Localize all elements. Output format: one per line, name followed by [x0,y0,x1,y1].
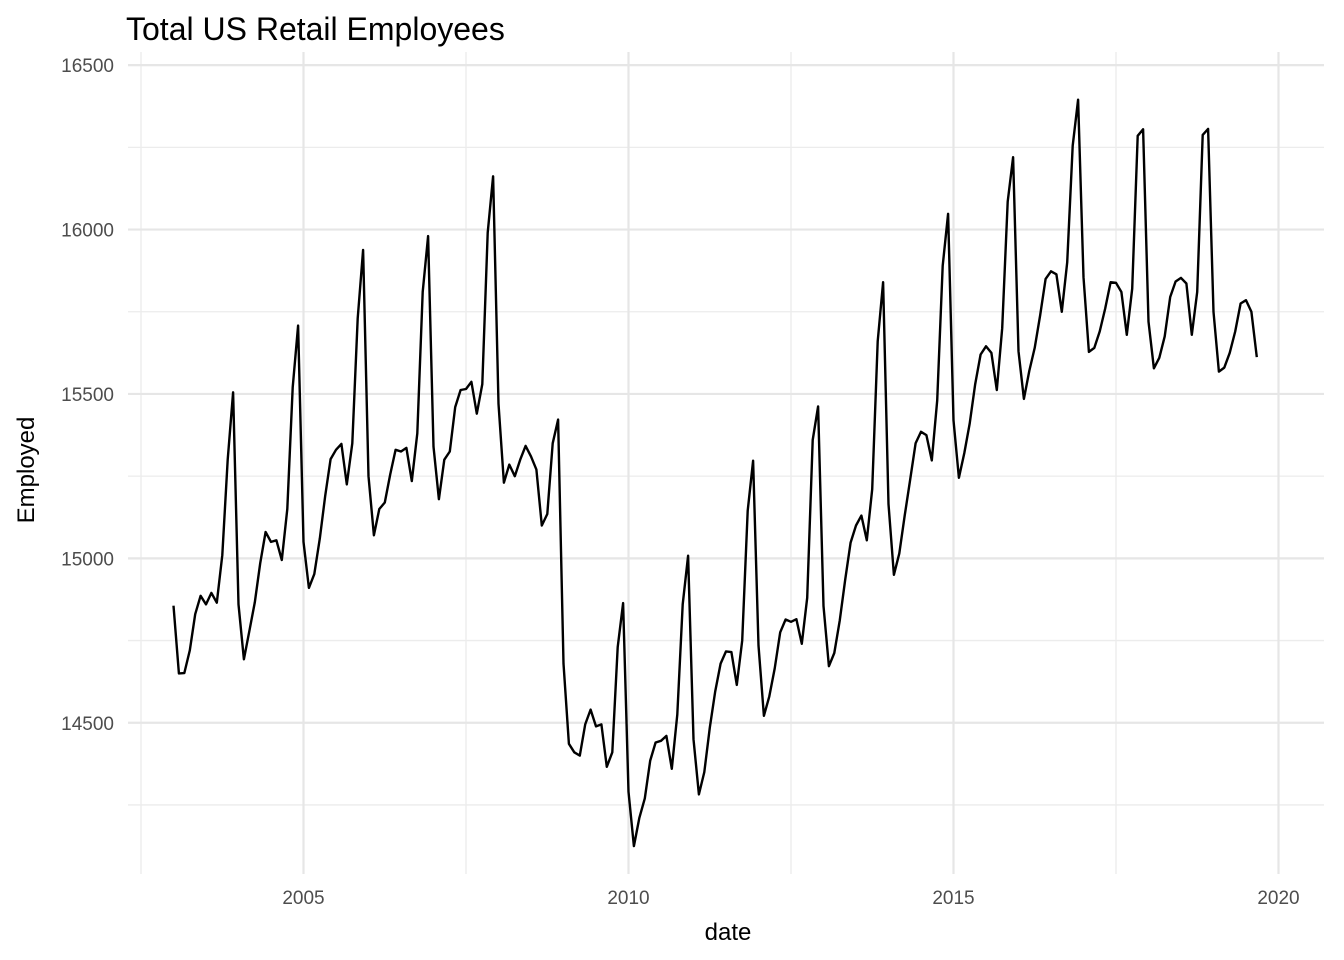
x-tick-label: 2005 [282,888,324,909]
y-axis-tick-labels: 14500 15000 15500 16000 16500 [61,56,114,735]
y-axis-title: Employed [13,417,40,524]
y-tick-label: 14500 [61,714,114,735]
x-tick-label: 2015 [932,888,974,909]
x-axis-tick-labels: 2005 2010 2015 2020 [282,888,1299,909]
chart-title: Total US Retail Employees [126,11,505,47]
y-tick-label: 15500 [61,385,114,406]
y-tick-label: 16500 [61,56,114,77]
series-line-employed [172,98,1258,848]
major-gridlines [128,52,1324,874]
x-tick-label: 2020 [1257,888,1299,909]
y-tick-label: 16000 [61,221,114,242]
x-axis-title: date [705,919,752,946]
x-tick-label: 2010 [607,888,649,909]
y-tick-label: 15000 [61,549,114,570]
